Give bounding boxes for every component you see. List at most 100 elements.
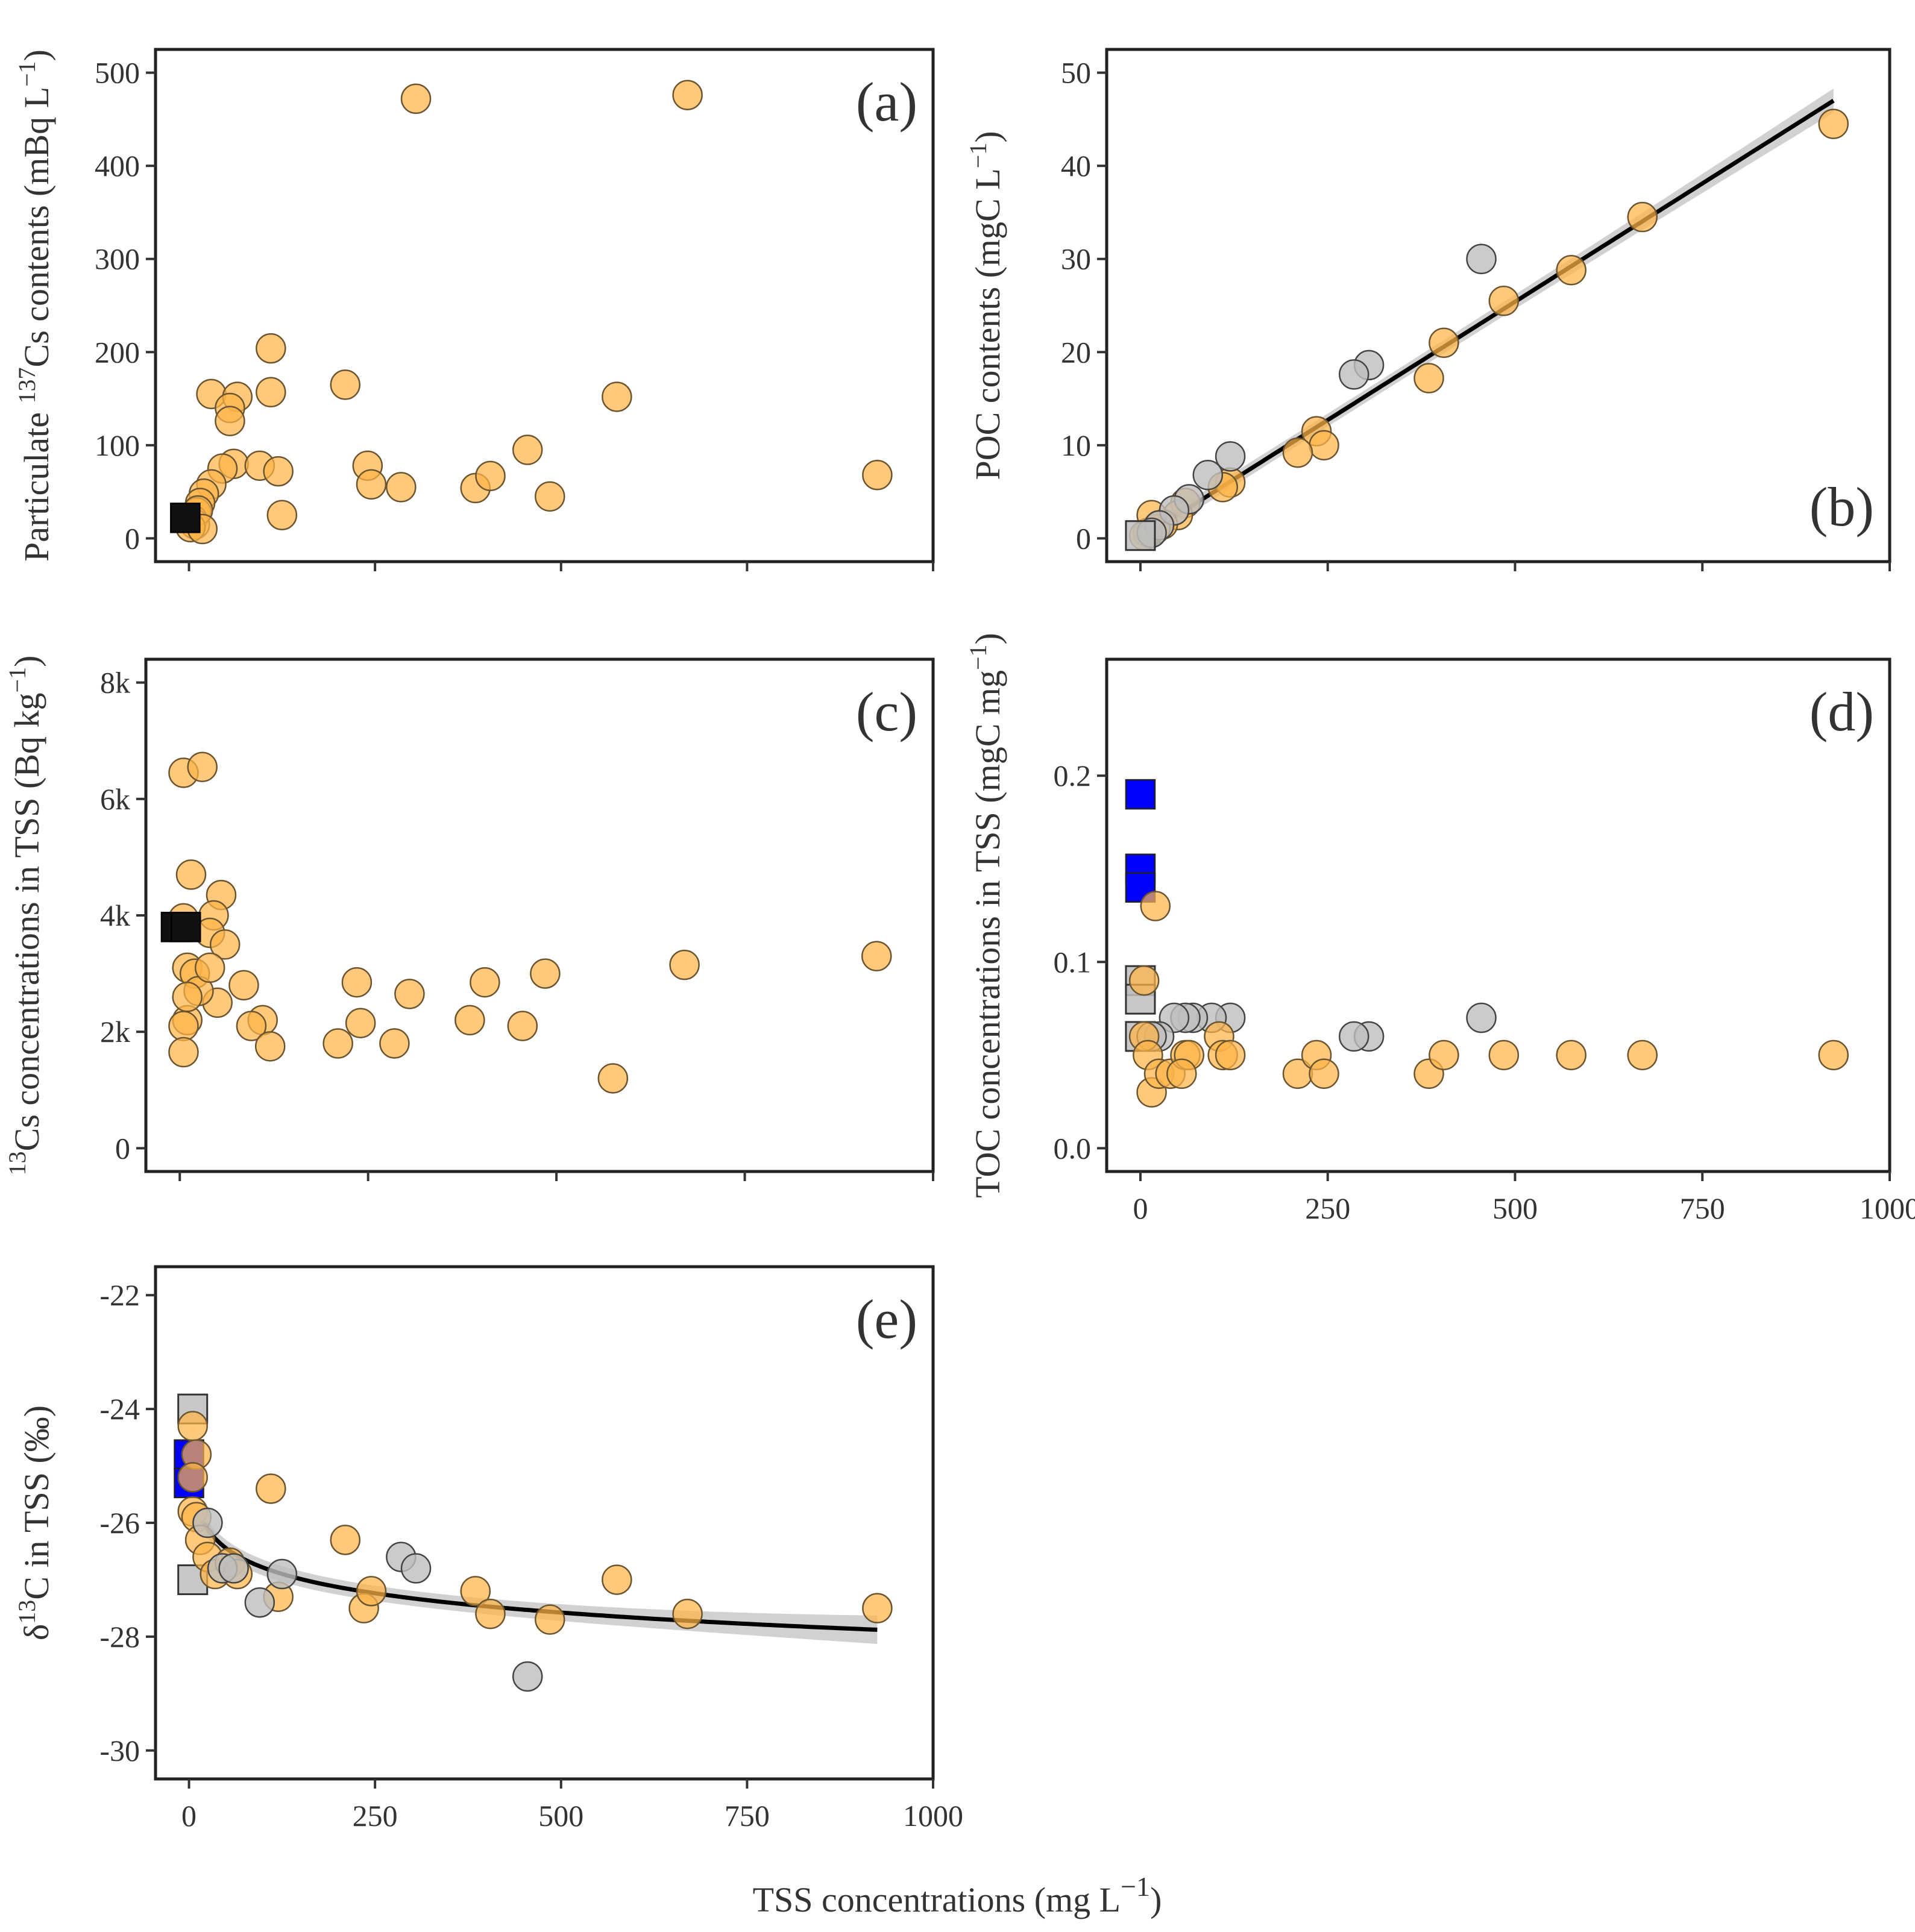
data-point	[168, 1011, 199, 1041]
data-point	[322, 1028, 353, 1059]
x-tick-label: 750	[725, 1799, 770, 1833]
y-tick-label: 0.1	[1054, 945, 1092, 979]
data-point-square	[1125, 520, 1156, 551]
data-point	[1466, 243, 1497, 274]
data-point	[470, 967, 500, 998]
y-tick-label: 100	[95, 428, 140, 462]
y-tick-label: 40	[1061, 149, 1091, 183]
data-point	[512, 434, 543, 465]
y-tick-label: 200	[95, 335, 140, 369]
data-point	[862, 460, 893, 491]
panel-d-plot-area	[1105, 657, 1891, 1173]
data-point	[218, 1553, 249, 1584]
data-point	[254, 1031, 286, 1062]
panel-c-plot-area	[144, 657, 935, 1173]
x-tick-label: 250	[353, 1799, 398, 1833]
panel-e-label: (e)	[856, 1288, 917, 1350]
data-point	[1488, 1040, 1520, 1071]
panel-c-points	[160, 751, 892, 1094]
panel-b-y-axis-title: POC contents (mgC L−1)	[964, 131, 1007, 480]
data-point	[386, 472, 417, 503]
data-point	[1309, 430, 1339, 461]
panel-e-plot-area	[154, 1265, 935, 1781]
data-point	[507, 1011, 538, 1041]
data-point	[266, 500, 298, 530]
data-point	[177, 1411, 208, 1441]
data-point	[330, 369, 361, 400]
data-point	[1627, 1040, 1658, 1071]
data-point	[602, 1564, 632, 1595]
data-point	[475, 1598, 506, 1629]
data-point	[1429, 327, 1459, 359]
y-tick-label: 0	[1076, 521, 1091, 555]
x-tick-label: 0	[1133, 1191, 1148, 1225]
data-point	[172, 981, 203, 1012]
data-point-square	[170, 912, 201, 942]
data-point	[672, 80, 703, 110]
y-tick-label: 50	[1061, 56, 1091, 90]
data-point	[194, 952, 225, 983]
x-tick-label: 1000	[903, 1799, 963, 1833]
y-tick-label: -26	[99, 1506, 140, 1540]
y-tick-label: 8k	[100, 666, 130, 700]
data-point	[266, 1558, 298, 1590]
panel-a-y-axis-title: Particulate 137Cs contents (mBq L−1)	[13, 49, 56, 562]
y-tick-label: 0	[115, 1131, 130, 1165]
x-tick-label: 500	[1492, 1191, 1538, 1225]
data-point	[1166, 1058, 1197, 1089]
data-point	[1282, 437, 1313, 468]
panel-b-poc-contents: 0 10 20 30 40 50 (b) POC contents (mgC L−1)	[964, 48, 1891, 571]
y-tick-label: 20	[1061, 335, 1091, 369]
y-tick-label: 10	[1061, 428, 1091, 462]
data-point	[177, 1462, 208, 1493]
y-tick-label: 6k	[100, 782, 130, 816]
x-tick-label: 250	[1305, 1191, 1350, 1225]
y-tick-label: -24	[99, 1392, 140, 1426]
y-tick-label: 400	[95, 149, 140, 183]
data-point	[669, 949, 700, 980]
data-point	[454, 1005, 485, 1036]
y-tick-label: -30	[99, 1734, 140, 1767]
data-point	[175, 859, 207, 890]
data-point	[1140, 891, 1171, 921]
data-point	[1488, 286, 1520, 316]
data-point	[535, 1604, 565, 1635]
data-point	[256, 333, 286, 364]
data-point	[168, 1037, 199, 1068]
data-point	[862, 1593, 893, 1623]
panel-e-delta13c: -30 -28 -26 -24 -22 0 250 500 750 1000 (e) δ13C i…	[13, 1265, 963, 1833]
data-point	[1192, 460, 1224, 491]
data-point	[400, 83, 432, 114]
y-tick-label: 30	[1061, 242, 1091, 276]
data-point	[530, 958, 561, 989]
data-point	[192, 1507, 223, 1538]
data-point	[861, 941, 892, 971]
x-tick-label: 0	[181, 1799, 197, 1833]
data-point	[1413, 363, 1444, 394]
data-point	[672, 1598, 703, 1629]
data-point	[341, 967, 373, 998]
panel-c-cs-concentrations: 0 2k 4k 6k 8k (c) 13Cs concentrations in TSS…	[4, 656, 935, 1181]
data-point	[209, 929, 241, 960]
y-tick-label: -28	[99, 1620, 140, 1654]
data-point	[256, 1473, 286, 1504]
panel-d-label: (d)	[1810, 681, 1874, 742]
panel-e-y-axis-title: δ13C in TSS (‰)	[13, 1405, 56, 1640]
y-tick-label: 0.2	[1054, 759, 1092, 792]
data-point	[1556, 255, 1586, 286]
data-point	[400, 1553, 432, 1584]
shared-x-axis-title: TSS concentrations (mg L−1)	[753, 1871, 1162, 1919]
y-tick-label: 0	[125, 521, 140, 555]
panel-c-label: (c)	[856, 681, 917, 742]
data-point	[236, 1011, 267, 1041]
data-point	[1466, 1002, 1497, 1033]
data-point	[244, 1587, 275, 1618]
y-tick-label: 2k	[100, 1015, 130, 1049]
data-point	[512, 1661, 543, 1692]
data-point	[263, 456, 294, 487]
data-point	[475, 460, 506, 492]
data-point	[394, 979, 425, 1009]
data-point	[1429, 1040, 1459, 1071]
data-point	[1309, 1058, 1339, 1089]
